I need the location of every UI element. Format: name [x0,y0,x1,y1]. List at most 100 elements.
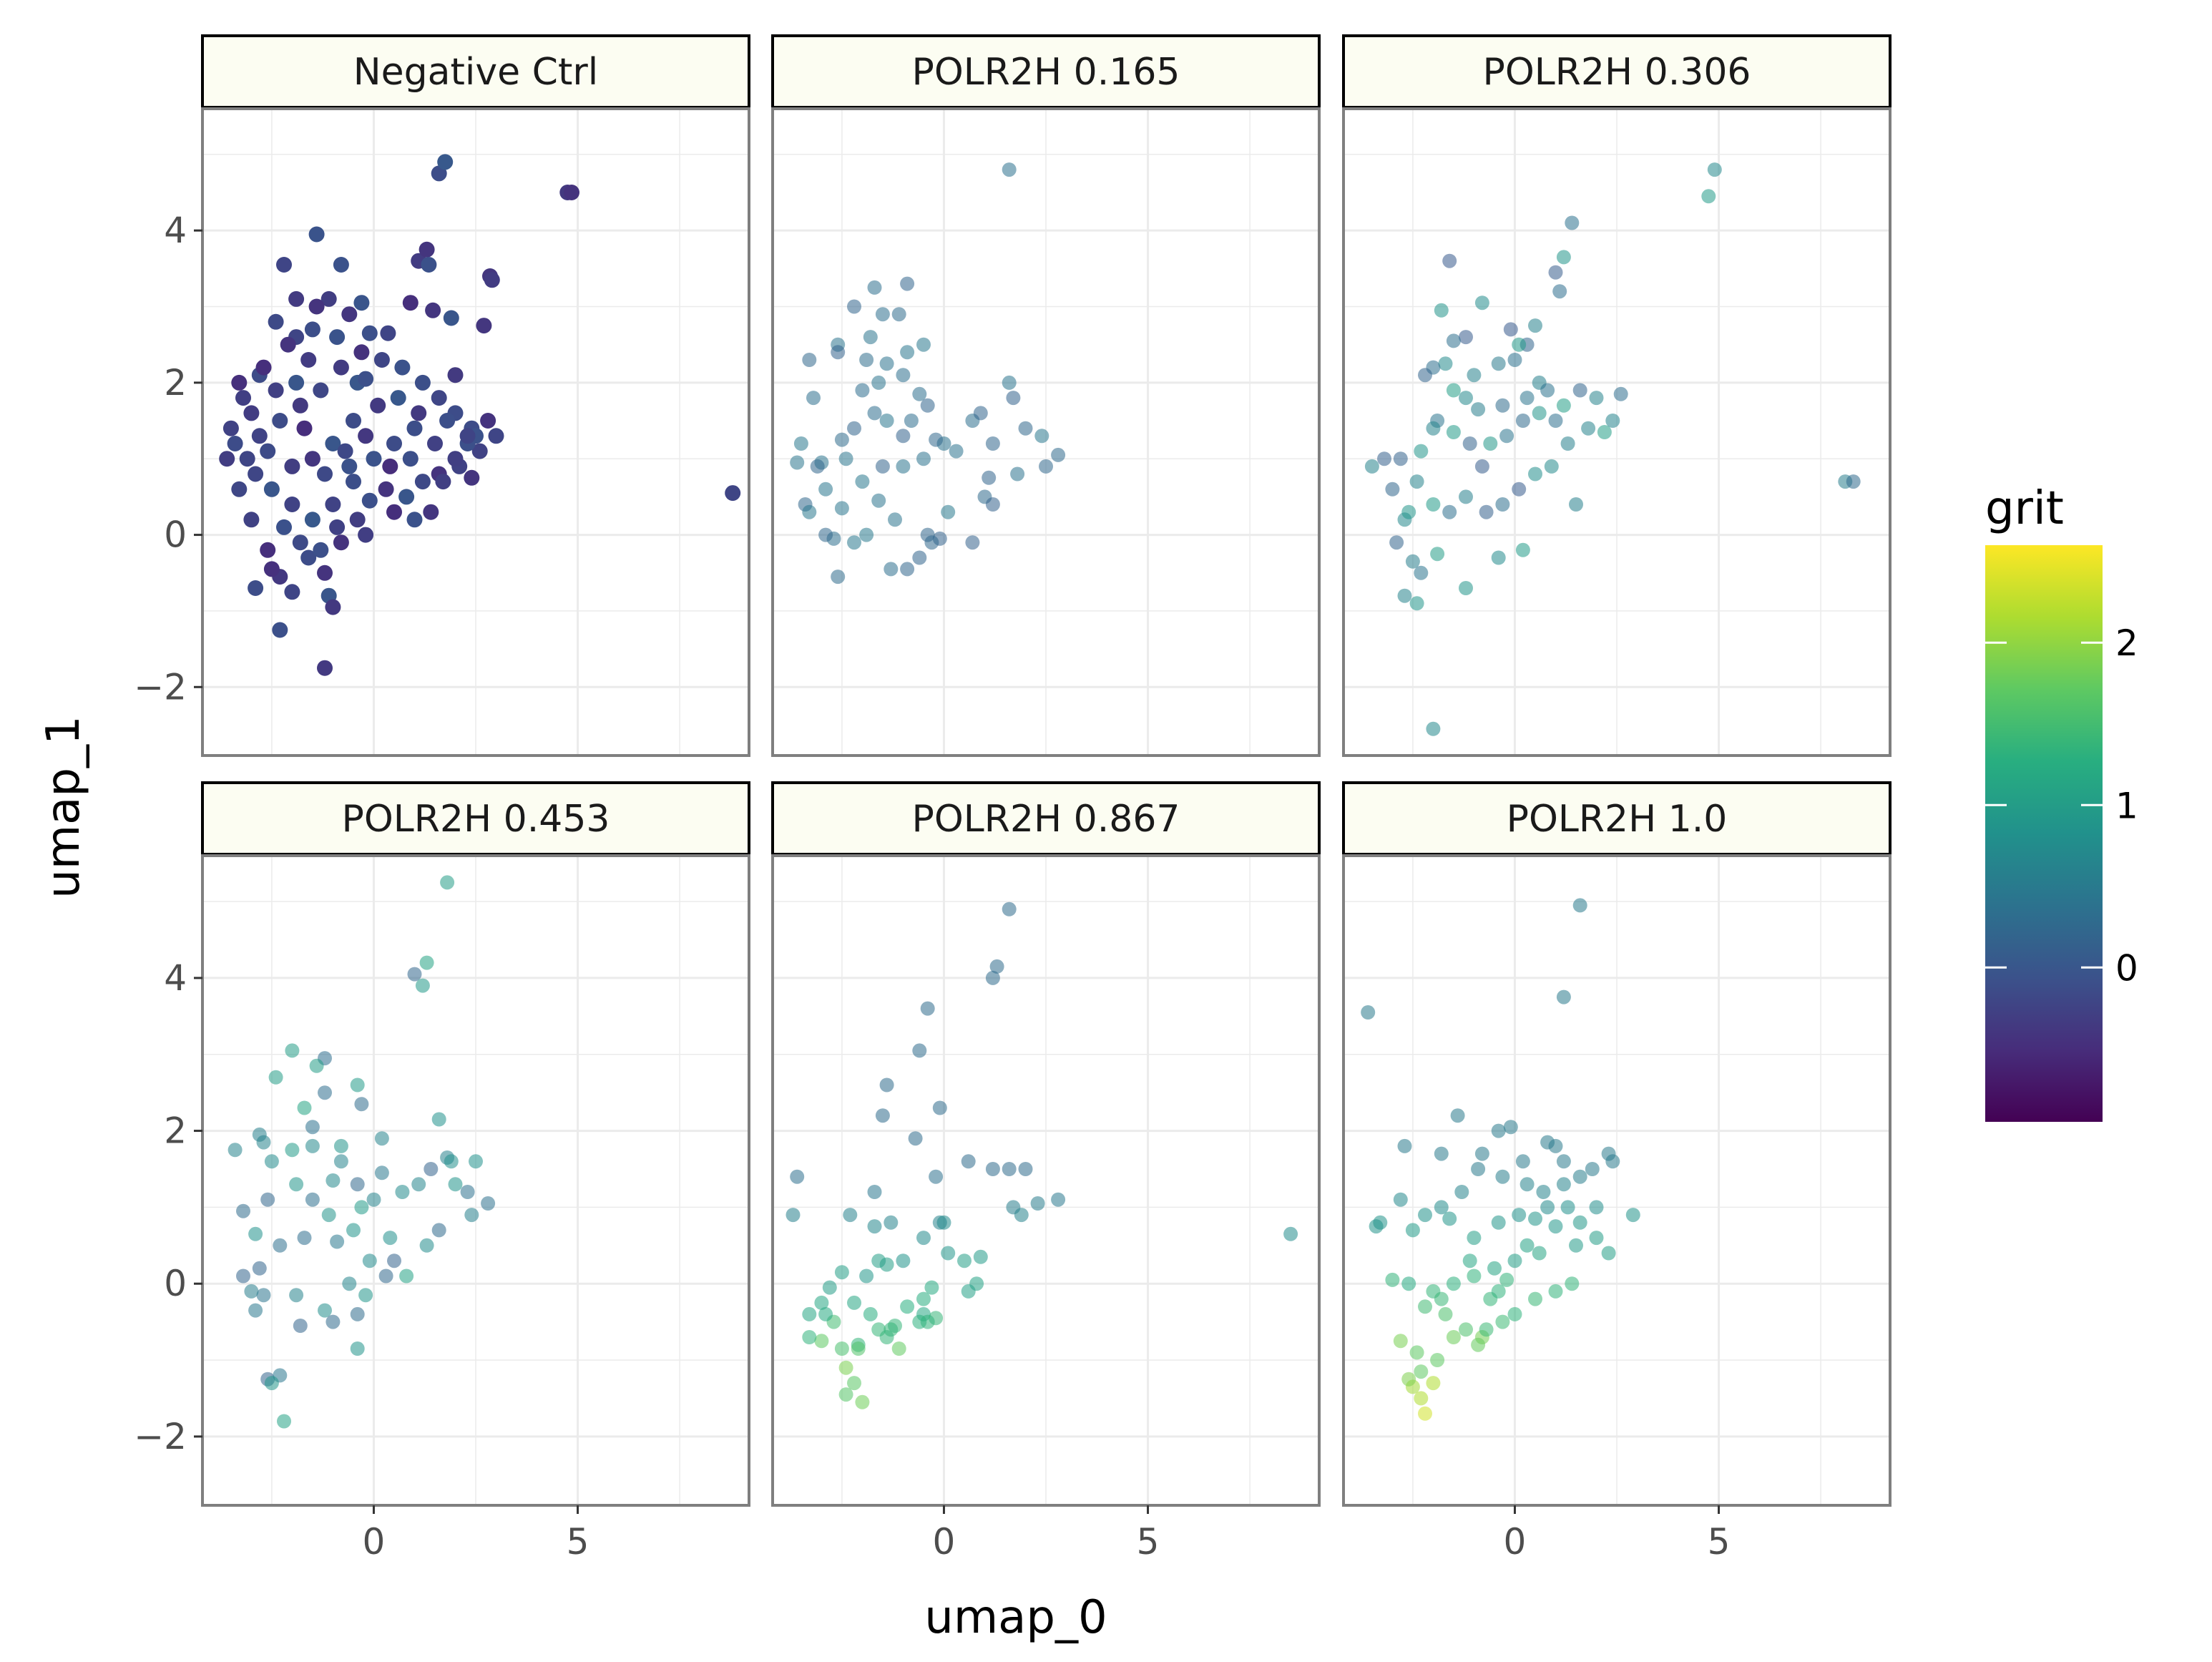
data-point [358,428,374,444]
data-point [1438,1306,1453,1321]
data-point [1418,1406,1432,1421]
data-point [871,493,886,508]
data-point [333,1138,348,1153]
data-point [831,570,846,585]
facet-strip [771,781,1321,856]
facet-panel: POLR2H 0.867 [771,781,1321,1507]
scatter-points [790,162,1066,585]
data-point [867,1219,882,1234]
data-point [350,1306,365,1321]
data-point [252,1261,267,1276]
grit-colorbar: grit 0 1 2 [1985,482,2138,1122]
scatter-points [227,875,496,1429]
data-point [965,535,980,550]
data-point [834,432,849,447]
shared-axis-ticks: −2 0 2 4 −2 0 2 4 0 5 0 5 0 5 [134,210,1730,1563]
data-point [313,542,329,558]
data-point [1014,1208,1029,1223]
data-point [382,458,398,474]
data-point [1565,215,1580,230]
data-point [1605,1154,1620,1169]
data-point [1601,1246,1616,1261]
panel-grid [773,109,1319,756]
data-point [834,1341,849,1356]
data-point [1491,356,1506,371]
data-point [879,356,894,371]
data-point [1414,565,1429,580]
data-point [904,414,919,428]
data-point [256,1135,271,1150]
data-point [961,1284,976,1299]
data-point [1528,1211,1542,1226]
data-point [394,359,411,376]
data-point [1450,1108,1465,1123]
data-point [1556,398,1571,413]
data-point [308,298,325,315]
data-point [353,295,370,311]
data-point [1519,1177,1535,1192]
data-point [1002,1162,1017,1176]
facet-panel: Negative Ctrl [201,34,750,757]
data-point [1471,402,1486,417]
data-point [411,405,427,421]
data-point [227,436,243,451]
x-tick-label: 5 [1708,1521,1731,1563]
data-point [1495,1314,1510,1329]
data-point [1462,436,1477,451]
data-point [847,1376,861,1391]
data-point [293,1319,308,1333]
data-point [346,1223,361,1238]
data-point [284,458,300,474]
facet-title: POLR2H 0.306 [1483,51,1751,94]
data-point [1409,474,1424,489]
data-point [1474,295,1489,311]
x-axis-title: umap_0 [924,1591,1107,1644]
data-point [1434,1200,1449,1215]
data-point [406,420,423,436]
data-point [1369,1219,1384,1234]
data-point [1536,1185,1551,1199]
data-point [235,390,251,406]
data-point [920,398,935,413]
facet-panel: POLR2H 0.453 [201,781,750,1507]
data-point [1512,1208,1527,1223]
data-point [851,1341,866,1356]
data-point [790,455,805,470]
data-point [924,535,939,550]
data-point [855,474,870,489]
facet-title: Negative Ctrl [353,51,598,94]
data-point [443,310,459,326]
data-point [973,1249,988,1264]
data-point [427,436,443,451]
data-point [373,352,390,368]
data-point [896,459,911,474]
data-point [985,497,1000,512]
data-point [378,481,394,497]
data-point [1515,542,1530,557]
colorbar-gradient [1985,545,2103,1122]
data-point [1467,368,1482,383]
y-tick-label: 2 [164,362,187,404]
data-point [1467,1231,1482,1246]
data-point [1548,1138,1563,1153]
facet-title: POLR2H 0.867 [912,798,1180,841]
data-point [884,1322,899,1337]
data-point [406,512,423,528]
data-point [1540,1200,1555,1215]
data-point [896,368,911,383]
data-point [390,390,406,406]
data-point [337,443,353,459]
data-point [1474,1146,1489,1161]
data-point [822,1280,837,1295]
data-point [236,1203,250,1218]
data-point [1528,1291,1542,1306]
data-point [1006,391,1021,406]
data-point [300,352,317,368]
data-point [383,1231,398,1246]
data-point [871,1253,886,1269]
data-point [358,1288,373,1303]
data-point [1438,356,1453,371]
data-point [243,405,260,421]
data-point [949,444,964,459]
data-point [786,1208,801,1223]
